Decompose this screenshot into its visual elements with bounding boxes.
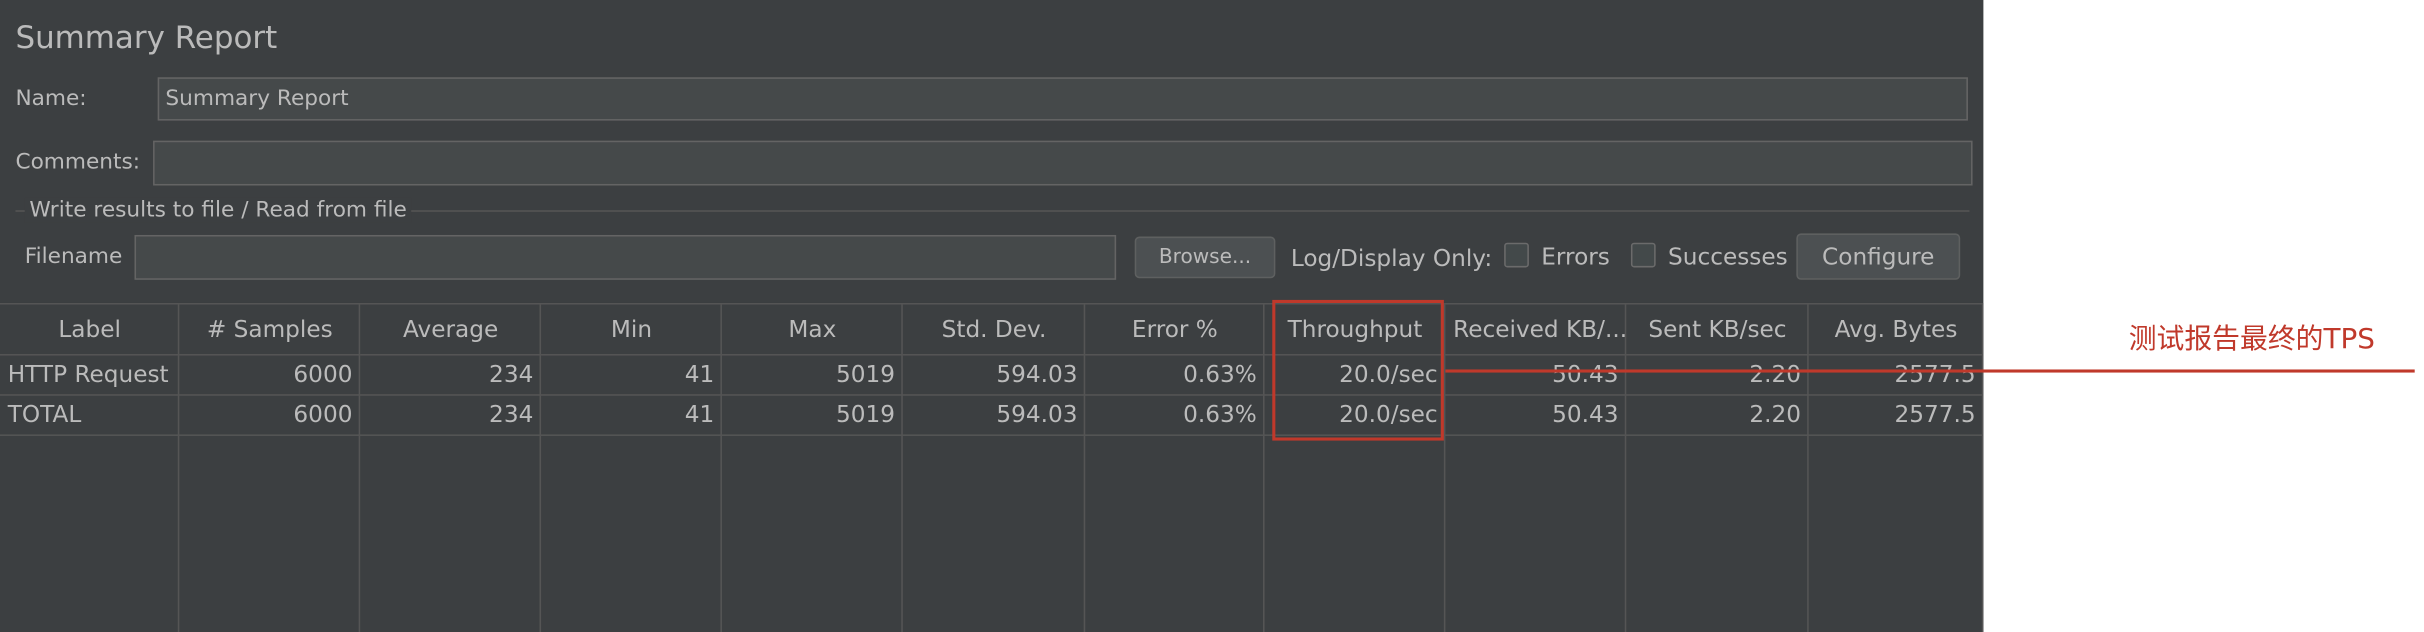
column-divider — [177, 304, 180, 632]
successes-checkbox[interactable] — [1630, 242, 1656, 268]
column-header: Average — [360, 305, 542, 356]
column-header: Throughput — [1264, 305, 1446, 356]
column-header: Min — [541, 305, 722, 356]
errors-checkbox[interactable] — [1504, 242, 1529, 268]
table-cell: 2577.5 — [1894, 360, 1976, 389]
column-divider — [901, 304, 903, 632]
table-cell: 0.63% — [1183, 360, 1257, 389]
column-divider — [1624, 304, 1627, 632]
name-input[interactable]: Summary Report — [157, 77, 1968, 121]
table-cell: 2.20 — [1749, 400, 1801, 429]
column-header: Error % — [1085, 305, 1265, 356]
table-cell: 6000 — [293, 360, 353, 389]
column-divider — [1083, 304, 1086, 632]
table-cell: 5019 — [836, 360, 896, 389]
column-divider — [1263, 304, 1265, 632]
column-header: Avg. Bytes — [1808, 305, 1984, 356]
filename-label: Filename — [24, 244, 123, 269]
column-header: Max — [721, 305, 903, 356]
column-header: Std. Dev. — [902, 305, 1086, 356]
table-cell: 5019 — [836, 400, 896, 429]
table-cell: 0.63% — [1183, 400, 1257, 429]
column-divider — [720, 304, 722, 632]
table-cell: 41 — [684, 360, 715, 389]
table-cell: 234 — [489, 360, 534, 389]
table-cell: 50.43 — [1552, 400, 1619, 429]
annotation-text: 测试报告最终的TPS — [2128, 323, 2375, 356]
annotation-line — [1445, 369, 2415, 373]
table-cell: 41 — [684, 400, 715, 429]
summary-report-panel: Summary Report Name: Summary Report Comm… — [0, 0, 1984, 632]
section-title: Write results to file / Read from file — [24, 197, 412, 223]
table-cell: 594.03 — [996, 360, 1078, 389]
column-header: Sent KB/sec — [1626, 305, 1809, 356]
column-header: # Samples — [179, 305, 361, 356]
comments-label: Comments: — [15, 149, 141, 175]
column-divider — [539, 304, 542, 632]
results-table: Label # Samples Average Min Max Std. Dev. Erro… — [0, 302, 1984, 632]
configure-button[interactable]: Configure — [1796, 233, 1961, 280]
table-cell: HTTP Request — [7, 360, 169, 389]
browse-button[interactable]: Browse... — [1134, 236, 1276, 279]
table-cell: TOTAL — [7, 400, 82, 429]
successes-label: Successes — [1668, 242, 1788, 271]
row-line — [0, 394, 1984, 396]
table-cell: 594.03 — [996, 400, 1078, 429]
table-cell: 20.0/sec — [1339, 360, 1438, 389]
column-header: Received KB/... — [1445, 305, 1627, 356]
errors-label: Errors — [1541, 242, 1610, 271]
table-cell: 234 — [489, 400, 534, 429]
filename-input[interactable] — [134, 234, 1117, 280]
column-divider — [1981, 304, 1984, 632]
column-divider — [1443, 304, 1446, 632]
section-line — [15, 210, 1970, 212]
panel-title: Summary Report — [15, 18, 278, 56]
column-header: Label — [0, 305, 180, 356]
highlight-box — [1272, 299, 1444, 441]
row-line — [0, 434, 1984, 436]
column-divider — [358, 304, 361, 632]
name-value: Summary Report — [165, 86, 349, 112]
table-cell: 20.0/sec — [1339, 400, 1438, 429]
table-cell: 6000 — [293, 400, 353, 429]
log-display-label: Log/Display Only: — [1290, 244, 1493, 273]
table-cell: 50.43 — [1552, 360, 1619, 389]
table-cell: 2577.5 — [1894, 400, 1976, 429]
table-cell: 2.20 — [1749, 360, 1801, 389]
name-label: Name: — [15, 86, 87, 112]
column-divider — [1807, 304, 1809, 632]
comments-input[interactable] — [153, 140, 1973, 186]
